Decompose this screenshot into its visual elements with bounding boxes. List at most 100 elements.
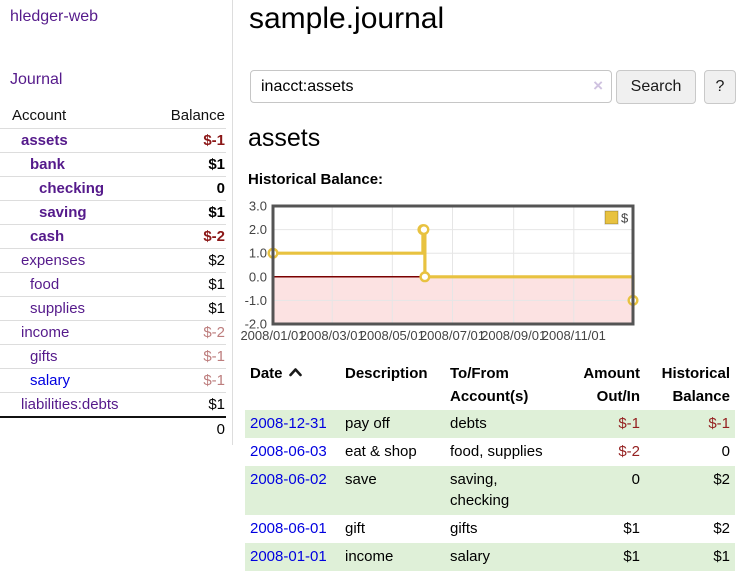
sidebar: hledger-web Journal Account Balance asse… xyxy=(0,0,233,582)
accounts-total-row: 0 xyxy=(0,415,226,441)
account-balance: $-2 xyxy=(154,319,226,344)
account-balance: $-1 xyxy=(154,127,226,152)
account-balance: $1 xyxy=(154,199,226,224)
search-bar: × Search ? xyxy=(233,70,742,104)
transaction-balance: $2 xyxy=(645,466,735,515)
sidebar-item-journal[interactable]: Journal xyxy=(10,71,63,88)
transaction-amount: $-2 xyxy=(618,443,640,460)
clear-search-icon[interactable]: × xyxy=(593,76,603,95)
accounts-total-value: 0 xyxy=(154,415,226,441)
register-header-description: Description xyxy=(345,365,428,382)
account-row: supplies $1 xyxy=(0,295,226,320)
account-row: expenses $2 xyxy=(0,247,226,272)
svg-text:2008/05/01: 2008/05/01 xyxy=(360,328,425,343)
help-button[interactable]: ? xyxy=(704,70,736,104)
transaction-date-link[interactable]: 2008-12-31 xyxy=(250,415,327,432)
svg-text:2008/07/01: 2008/07/01 xyxy=(420,328,485,343)
date-header-label: Date xyxy=(250,365,283,382)
transaction-accounts: food, supplies xyxy=(450,443,543,460)
account-link-assets[interactable]: assets xyxy=(21,131,68,149)
main-content: sample.journal × Search ? assets Histori… xyxy=(233,0,742,582)
register-header-date[interactable]: Date xyxy=(245,360,340,410)
accounts-header-account: Account xyxy=(12,107,67,125)
account-balance: $-1 xyxy=(154,343,226,368)
transaction-description: gift xyxy=(345,520,366,537)
transaction-accounts: salary xyxy=(445,543,560,571)
account-row: income $-2 xyxy=(0,319,226,344)
account-link-saving[interactable]: saving xyxy=(39,203,87,221)
chart-title: Historical Balance: xyxy=(248,171,384,188)
transaction-description: pay off xyxy=(340,410,445,438)
transaction-date-cell: 2008-06-03 xyxy=(245,438,340,466)
svg-text:2008/03/01: 2008/03/01 xyxy=(300,328,365,343)
account-link-food[interactable]: food xyxy=(30,275,60,293)
transaction-date-link[interactable]: 2008-06-02 xyxy=(250,471,327,488)
transaction-balance: $-1 xyxy=(645,410,735,438)
page-title: sample.journal xyxy=(249,2,445,35)
account-balance: $2 xyxy=(154,247,226,272)
chart-canvas: $3.0 2.0 1.0 0.0 -1.0 -2.02008/01/012008/03/0… xyxy=(240,199,639,343)
chart-legend: $ xyxy=(604,210,629,226)
accounts-header-row: Account Balance xyxy=(0,104,226,128)
svg-text:3.0: 3.0 xyxy=(249,199,267,214)
transaction-balance: $2 xyxy=(713,520,730,537)
search-input[interactable] xyxy=(250,70,612,103)
account-row: saving $1 xyxy=(0,199,226,224)
account-row: food $1 xyxy=(0,271,226,296)
account-link-checking[interactable]: checking xyxy=(39,179,105,197)
transaction-description: income xyxy=(340,543,445,571)
transaction-amount: $1 xyxy=(623,520,640,537)
register-table: Date Description To/From Account(s) Amou… xyxy=(245,360,735,571)
account-link-bank[interactable]: bank xyxy=(30,155,66,173)
account-balance: $1 xyxy=(154,391,226,417)
account-balance: $1 xyxy=(154,271,226,296)
account-link-expenses[interactable]: expenses xyxy=(21,251,86,269)
svg-text:-2.0: -2.0 xyxy=(245,317,267,332)
transaction-date-cell: 2008-12-31 xyxy=(245,410,340,438)
transaction-date-link[interactable]: 2008-06-03 xyxy=(250,443,327,460)
register-header-amount: Amount Out/In xyxy=(583,365,640,405)
transaction-row: 2008-06-03 eat & shop food, supplies $-2 0 xyxy=(245,438,735,466)
historical-balance-chart: $3.0 2.0 1.0 0.0 -1.0 -2.0 2008/01/01 2008/03/0… xyxy=(233,199,742,351)
svg-text:$: $ xyxy=(621,211,629,226)
account-link-cash[interactable]: cash xyxy=(30,227,65,245)
accounts-table: Account Balance assets $-1 bank $1 checking 0… xyxy=(0,104,226,441)
account-link-income[interactable]: income xyxy=(21,323,70,341)
search-button[interactable]: Search xyxy=(616,70,696,104)
transaction-date-link[interactable]: 2008-01-01 xyxy=(250,548,327,565)
transaction-amount: $-1 xyxy=(560,410,645,438)
transaction-row: 2008-06-02 save saving, checking 0 $2 xyxy=(245,466,735,515)
account-row: cash $-2 xyxy=(0,223,226,248)
transaction-row: 2008-06-01 gift gifts $1 $2 xyxy=(245,515,735,543)
transaction-accounts: saving, checking xyxy=(445,466,560,515)
svg-text:0.0: 0.0 xyxy=(249,269,267,284)
account-balance: $-2 xyxy=(154,223,226,248)
sidebar-divider xyxy=(232,0,233,445)
account-balance: $-1 xyxy=(154,367,226,392)
transaction-date-link[interactable]: 2008-06-01 xyxy=(250,520,327,537)
account-link-gifts[interactable]: gifts xyxy=(30,347,58,365)
svg-text:1.0: 1.0 xyxy=(249,246,267,261)
transaction-date-cell: 2008-06-01 xyxy=(245,515,340,543)
account-balance: $1 xyxy=(154,151,226,176)
account-row: salary $-1 xyxy=(0,367,226,392)
transaction-accounts: debts xyxy=(445,410,560,438)
transaction-row: 2008-01-01 income salary $1 $1 xyxy=(245,543,735,571)
sort-ascending-icon xyxy=(288,362,302,385)
account-balance: 0 xyxy=(154,175,226,200)
register-header-accounts: To/From Account(s) xyxy=(450,365,529,405)
transaction-balance: 0 xyxy=(721,443,730,460)
transaction-accounts: gifts xyxy=(450,520,478,537)
svg-text:-1.0: -1.0 xyxy=(245,293,267,308)
account-link-salary[interactable]: salary xyxy=(30,371,71,389)
account-link-liabilities-debts[interactable]: liabilities:debts xyxy=(21,395,119,413)
transaction-amount: $1 xyxy=(560,543,645,571)
brand-link[interactable]: hledger-web xyxy=(10,8,99,25)
account-row: liabilities:debts $1 xyxy=(0,391,226,417)
account-heading: assets xyxy=(248,124,321,152)
account-link-supplies[interactable]: supplies xyxy=(30,299,86,317)
transaction-description: eat & shop xyxy=(345,443,417,460)
register-header-balance: Historical Balance xyxy=(661,365,730,405)
svg-text:2008/11/01: 2008/11/01 xyxy=(542,328,606,343)
transaction-balance: $1 xyxy=(645,543,735,571)
